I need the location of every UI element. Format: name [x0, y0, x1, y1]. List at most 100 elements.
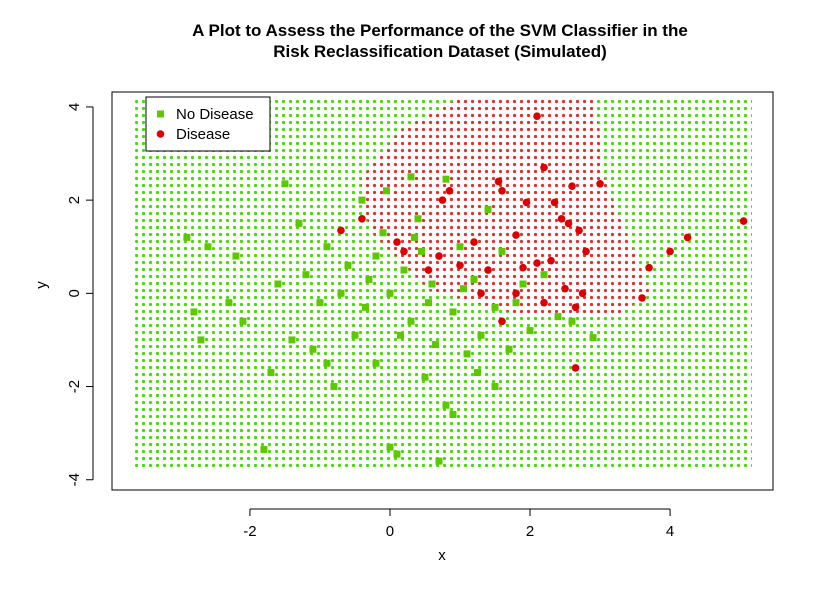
point: [288, 336, 296, 344]
point: [337, 289, 345, 297]
point: [477, 331, 485, 339]
point: [435, 252, 443, 260]
y-tick-label: -4: [66, 473, 83, 486]
point: [190, 308, 198, 316]
point: [400, 266, 408, 274]
point: [596, 180, 604, 188]
chart-title: A Plot to Assess the Performance of the …: [192, 21, 688, 40]
point: [393, 450, 401, 458]
point: [365, 275, 373, 283]
point: [739, 217, 748, 225]
point: [197, 336, 205, 344]
x-tick-label: 2: [526, 523, 534, 540]
chart-title: Risk Reclassification Dataset (Simulated…: [273, 42, 607, 61]
point: [522, 198, 531, 207]
point: [295, 219, 303, 227]
point: [386, 443, 394, 451]
point: [582, 247, 590, 256]
point: [494, 177, 503, 186]
point: [484, 266, 492, 274]
point: [638, 294, 646, 302]
point: [431, 341, 439, 349]
y-axis-label: y: [33, 281, 50, 289]
point: [323, 243, 331, 251]
point: [683, 233, 692, 242]
point: [449, 308, 457, 316]
point: [557, 214, 566, 223]
point: [330, 383, 338, 391]
point: [449, 411, 457, 419]
point: [575, 226, 583, 235]
point: [460, 285, 468, 293]
point: [519, 280, 527, 288]
plot-frame: [111, 91, 774, 491]
x-tick-label: -2: [243, 523, 256, 540]
point: [484, 205, 492, 213]
point: [239, 317, 247, 325]
point: [358, 214, 366, 223]
point: [498, 187, 506, 195]
point: [477, 289, 485, 298]
legend-marker: [157, 110, 164, 118]
point: [463, 350, 471, 358]
point: [183, 233, 191, 241]
point: [568, 182, 576, 190]
x-tick-label: 0: [386, 523, 394, 540]
point: [438, 196, 447, 204]
point: [435, 457, 443, 465]
legend-label: Disease: [176, 126, 230, 143]
point: [491, 303, 499, 311]
point: [316, 299, 324, 307]
point: [540, 298, 548, 307]
point: [456, 261, 464, 270]
point: [470, 238, 478, 246]
point: [302, 271, 310, 279]
point: [442, 175, 450, 183]
point: [281, 180, 289, 188]
point: [232, 252, 240, 260]
point: [344, 261, 352, 269]
point: [421, 373, 429, 381]
point: [533, 259, 541, 267]
point: [578, 289, 587, 298]
point: [386, 289, 394, 297]
point: [554, 313, 562, 321]
point: [571, 303, 580, 312]
point: [512, 231, 520, 239]
point: [442, 401, 450, 409]
point: [410, 233, 418, 241]
point: [498, 317, 506, 326]
point: [550, 198, 559, 207]
point: [519, 263, 527, 272]
point: [323, 359, 331, 367]
point: [424, 266, 433, 274]
y-tick-label: 4: [66, 103, 83, 111]
point: [379, 229, 387, 237]
decision-region: [359, 97, 650, 316]
point: [225, 299, 233, 307]
point: [267, 369, 275, 377]
point: [407, 317, 415, 325]
point: [547, 256, 555, 265]
point: [526, 327, 534, 335]
legend-marker: [156, 130, 165, 138]
point: [407, 173, 415, 181]
point: [396, 331, 404, 339]
point: [470, 275, 478, 283]
point: [512, 299, 520, 307]
y-tick-label: -2: [66, 380, 83, 393]
point: [589, 334, 597, 342]
legend-box: [145, 96, 271, 152]
point: [568, 317, 576, 325]
point: [414, 215, 422, 223]
y-tick-label: 0: [66, 289, 83, 297]
point: [351, 331, 359, 339]
point: [505, 345, 513, 353]
point: [309, 345, 317, 353]
x-axis-label: x: [438, 547, 446, 564]
point: [400, 247, 408, 256]
point: [645, 263, 653, 272]
point: [428, 280, 436, 288]
point: [260, 445, 268, 453]
